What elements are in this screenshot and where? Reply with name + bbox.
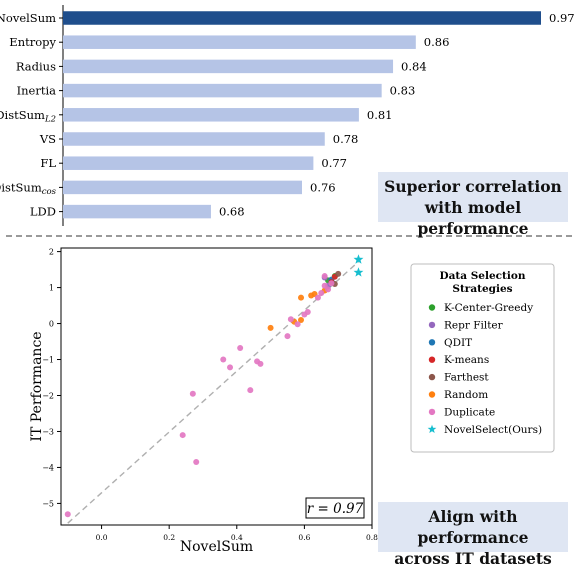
category-label: Inertia [17, 84, 57, 98]
legend-entry: Farthest [444, 372, 489, 384]
legend-title: Strategies [452, 283, 512, 295]
data-point [335, 270, 342, 277]
value-label: 0.68 [219, 205, 245, 219]
legend-marker [428, 304, 436, 311]
bar [63, 35, 416, 49]
data-point [189, 390, 196, 397]
legend-entry: Repr Filter [444, 319, 504, 331]
data-point [179, 432, 186, 439]
x-tick-label: 0.8 [366, 533, 378, 542]
x-tick-label: 0.4 [231, 533, 243, 542]
data-point [64, 511, 71, 518]
data-point [318, 289, 325, 296]
category-label: DistSumL2 [0, 108, 56, 125]
y-tick-label: 2 [49, 248, 54, 257]
data-point [247, 387, 254, 394]
legend-entry: K-Center-Greedy [444, 302, 533, 314]
legend-title: Data Selection [439, 270, 525, 282]
legend-marker [428, 408, 436, 416]
bar [63, 108, 359, 122]
legend-marker [428, 373, 436, 381]
data-point [298, 294, 305, 301]
legend-entry: NovelSelect(Ours) [444, 424, 542, 436]
callout-line: Align with performance [417, 507, 529, 547]
data-point [227, 364, 234, 371]
data-point-star [353, 267, 364, 277]
value-label: 0.77 [321, 156, 347, 170]
x-tick-label: 0.0 [96, 533, 108, 542]
plot-frame [60, 247, 373, 526]
data-point [287, 316, 294, 323]
category-label: NovelSum [0, 11, 56, 25]
value-label: 0.86 [424, 35, 450, 49]
category-label: LDD [30, 205, 56, 219]
data-point [267, 324, 274, 331]
category-label: VS [39, 132, 56, 146]
bar [63, 156, 314, 170]
y-tick-label: 1 [49, 284, 54, 293]
value-label: 0.81 [367, 108, 393, 122]
callout-line: with model performance [417, 198, 529, 238]
data-point [325, 286, 332, 293]
data-point [284, 333, 291, 340]
y-tick-label: −3 [42, 427, 54, 436]
data-point [294, 321, 301, 328]
correlation-bar-chart: NovelSum 0.97 Entropy 0.86 Radius 0.84 Inertia… [0, 5, 574, 226]
callout-superior-correlation: Superior correlation with model performa… [378, 172, 568, 238]
bar [63, 11, 541, 25]
bar [63, 180, 302, 195]
data-point [304, 309, 311, 316]
y-tick-label: −5 [42, 499, 54, 508]
x-axis-label: NovelSum [180, 539, 253, 555]
data-point [257, 360, 264, 367]
callout-line: Superior correlation [384, 177, 562, 196]
legend-entry: Duplicate [444, 406, 495, 418]
value-label: 0.78 [333, 132, 359, 146]
bar [63, 132, 325, 146]
bar [63, 59, 394, 74]
data-point [193, 459, 200, 466]
y-tick-label: −2 [42, 391, 54, 400]
y-tick-label: −1 [42, 356, 54, 365]
legend-entry: Random [444, 389, 488, 401]
performance-scatter-plot: 0.0 0.2 0.4 0.6 0.8 2 1 0 −1 −2 −3 −4 −5 NovelSum IT P… [29, 247, 555, 555]
section-divider [6, 235, 572, 237]
value-label: 0.97 [549, 11, 574, 25]
legend-entry: K-means [444, 354, 489, 366]
data-point [321, 273, 328, 280]
bar [63, 204, 211, 219]
value-label: 0.83 [390, 84, 416, 98]
bar [63, 83, 382, 98]
legend-box [410, 263, 555, 453]
category-label: FL [40, 156, 56, 170]
annotation-text: r = 0.97 [307, 501, 364, 517]
data-point [237, 345, 244, 352]
x-tick-label: 0.2 [163, 533, 175, 542]
value-label: 0.84 [401, 59, 427, 73]
data-point [298, 316, 305, 323]
legend-marker [428, 321, 436, 329]
callout-align-performance: Align with performance across IT dataset… [378, 502, 568, 568]
callout-line: across IT datasets [394, 549, 552, 568]
data-point [314, 294, 321, 301]
legend-entry: QDIT [444, 337, 472, 349]
data-point-star [353, 254, 364, 264]
data-point [220, 356, 227, 363]
data-point [328, 280, 335, 287]
category-label: Radius [16, 59, 56, 73]
trend-line [67, 261, 359, 524]
legend-marker [428, 339, 436, 346]
legend-marker-star [427, 424, 437, 434]
annotation-box [305, 497, 365, 519]
y-tick-label: −4 [42, 463, 54, 472]
category-label: Entropy [9, 35, 56, 49]
x-tick-label: 0.6 [298, 533, 310, 542]
y-tick-label: 0 [49, 320, 54, 329]
category-label: DistSumcos [0, 180, 57, 197]
legend-marker [428, 391, 436, 398]
value-label: 0.76 [310, 180, 336, 194]
legend-marker [428, 356, 436, 363]
y-axis-label: IT Performance [29, 331, 45, 441]
